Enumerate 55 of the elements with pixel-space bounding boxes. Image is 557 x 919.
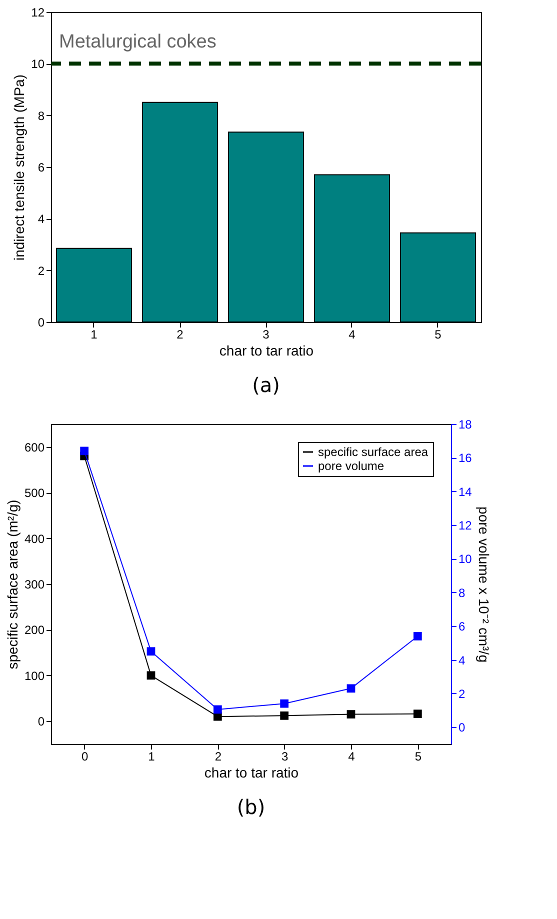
x-tick-label: 3 bbox=[281, 750, 288, 764]
y-tick-label: 10 bbox=[31, 57, 45, 72]
x-tick-label: 4 bbox=[348, 750, 356, 764]
x-tick-label: 4 bbox=[348, 328, 356, 342]
y-tick-label: 2 bbox=[38, 264, 45, 278]
y2-tick-label: 2 bbox=[458, 686, 466, 701]
point bbox=[80, 446, 89, 456]
y-tick-label: 300 bbox=[24, 578, 45, 592]
y-tick-label: 0 bbox=[38, 714, 45, 729]
point bbox=[346, 710, 356, 718]
x-tick-label: 5 bbox=[414, 750, 422, 764]
x-axis-title: char to tar ratio bbox=[204, 764, 299, 780]
y-tick-label: 12 bbox=[31, 6, 45, 20]
y2-tick-label: 16 bbox=[458, 451, 472, 466]
x-tick-label: 1 bbox=[90, 328, 98, 342]
x-tick-label: 1 bbox=[148, 750, 156, 764]
point bbox=[346, 684, 356, 693]
ref-line-label: Metalurgical cokes bbox=[59, 32, 216, 53]
y2-axis-title: pore volume x 10⁻² cm³/g bbox=[476, 506, 492, 662]
y-tick-label: 200 bbox=[24, 623, 45, 638]
y2-tick-label: 14 bbox=[458, 484, 472, 499]
y-tick-label: 6 bbox=[38, 160, 45, 174]
y2-tick-label: 10 bbox=[458, 552, 472, 566]
y-tick-label: 500 bbox=[24, 486, 45, 500]
point bbox=[280, 699, 289, 708]
y2-tick-label: 4 bbox=[458, 653, 466, 668]
y-axis-title: specific surface area (m²/g) bbox=[4, 500, 20, 670]
point bbox=[146, 671, 156, 680]
y-tick-label: 8 bbox=[38, 108, 45, 123]
x-axis-title: char to tar ratio bbox=[219, 342, 314, 358]
y-tick-label: 0 bbox=[38, 316, 45, 330]
x-tick-label: 2 bbox=[214, 750, 222, 764]
y-axis-title: indirect tensile strength (MPa) bbox=[11, 74, 28, 260]
point bbox=[413, 632, 422, 640]
x-tick-label: 2 bbox=[176, 328, 184, 342]
x-tick-label: 5 bbox=[434, 328, 442, 342]
y-tick-label: 400 bbox=[24, 532, 45, 546]
text: (a) bbox=[252, 373, 280, 397]
legend-label: specific surface area bbox=[318, 445, 428, 459]
point bbox=[146, 647, 156, 656]
y2-tick-label: 0 bbox=[458, 720, 466, 735]
x-tick-label: 0 bbox=[81, 750, 88, 764]
y-tick-label: 100 bbox=[24, 668, 45, 683]
legend-label: pore volume bbox=[318, 459, 384, 473]
y-tick-label: 600 bbox=[24, 440, 45, 454]
y2-tick-label: 18 bbox=[458, 418, 472, 432]
y2-tick-label: 8 bbox=[458, 586, 466, 600]
point bbox=[413, 710, 422, 718]
point bbox=[280, 711, 289, 720]
text: (b) bbox=[236, 795, 266, 819]
x-tick-label: 3 bbox=[262, 328, 270, 342]
y2-tick-label: 12 bbox=[458, 518, 472, 533]
y2-tick-label: 6 bbox=[458, 620, 466, 634]
y-tick-label: 4 bbox=[38, 212, 45, 226]
point bbox=[213, 705, 222, 714]
